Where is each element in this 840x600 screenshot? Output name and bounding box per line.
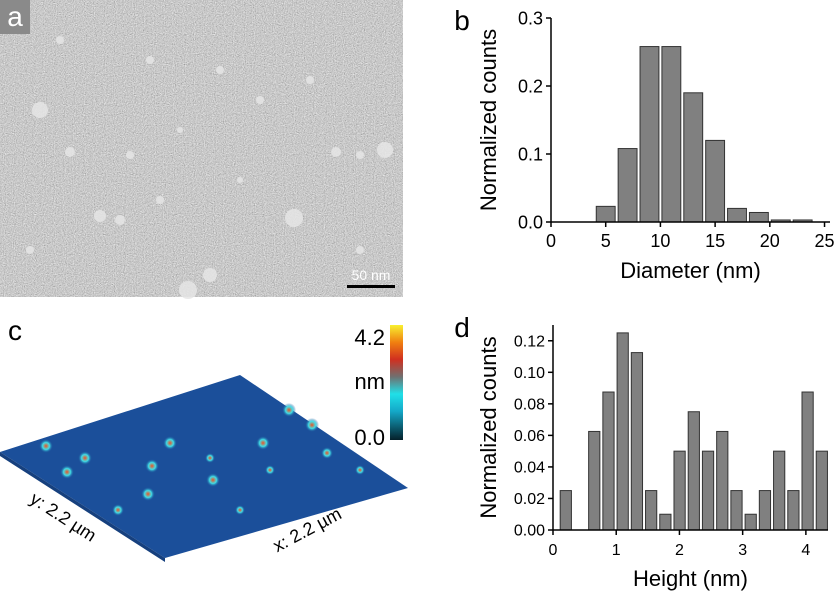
colorbar-min: 0.0 — [354, 425, 385, 450]
bar — [773, 450, 786, 531]
x-tick-label: 0 — [546, 231, 556, 251]
bar — [639, 46, 660, 223]
bar — [758, 490, 772, 531]
scale-bar-label: 50 nm — [352, 267, 391, 283]
colorbar-max: 4.2 — [354, 325, 385, 350]
bar — [659, 513, 672, 531]
afm-image: c 4.2 nm 0.0 y: 2.2 µm x: 2.2 µm — [0, 315, 408, 562]
bar — [616, 332, 629, 531]
tem-texture — [0, 0, 403, 297]
bar — [727, 207, 747, 223]
x-tick-label: 2 — [675, 542, 684, 559]
panel-label: b — [454, 5, 470, 36]
x-tick-label: 20 — [760, 231, 780, 251]
y-tick-label: 0.06 — [514, 428, 545, 445]
label-box — [0, 0, 30, 34]
panel-label: d — [454, 312, 470, 343]
bar — [588, 430, 601, 531]
tem-image: a 50 nm — [0, 0, 403, 299]
y-tick-label: 0.0 — [518, 212, 543, 232]
y-tick-label: 0.02 — [514, 491, 545, 508]
scale-bar — [347, 285, 395, 288]
bar — [661, 46, 682, 223]
bar — [744, 513, 757, 531]
y-tick-label: 0.00 — [514, 523, 545, 540]
bar — [683, 92, 704, 223]
x-tick-label: 4 — [801, 542, 810, 559]
x-axis-label: Diameter (nm) — [620, 258, 761, 283]
y-tick-label: 0.3 — [518, 8, 543, 28]
bar — [602, 391, 615, 531]
x-tick-label: 5 — [601, 231, 611, 251]
y-tick-label: 0.08 — [514, 396, 545, 413]
bar — [595, 205, 616, 223]
bar — [645, 490, 658, 531]
y-axis-label: Normalized counts — [476, 29, 501, 211]
y-tick-label: 0.12 — [514, 333, 545, 350]
bar — [630, 352, 644, 531]
x-tick-label: 25 — [815, 231, 835, 251]
bar — [748, 211, 769, 223]
bar — [815, 450, 828, 531]
bar — [787, 490, 800, 531]
panel-label: c — [8, 315, 22, 346]
bar — [716, 430, 729, 531]
bar — [730, 490, 743, 531]
bar — [705, 139, 726, 223]
x-tick-label: 0 — [549, 542, 558, 559]
x-axis-label: Height (nm) — [633, 566, 748, 591]
x-tick-label: 3 — [738, 542, 747, 559]
x-tick-label: 1 — [612, 542, 621, 559]
x-tick-label: 15 — [705, 231, 725, 251]
panel-label: a — [7, 1, 23, 32]
y-axis-label: Normalized counts — [476, 336, 501, 518]
bar — [559, 490, 572, 531]
colorbar-unit: nm — [354, 369, 385, 394]
y-tick-label: 0.10 — [514, 365, 545, 382]
afm-peaks — [39, 403, 365, 516]
y-tick-label: 0.2 — [518, 76, 543, 96]
y-tick-label: 0.04 — [514, 460, 545, 477]
bar — [701, 450, 715, 531]
x-tick-label: 10 — [650, 231, 670, 251]
afm-edge — [0, 452, 165, 562]
colorbar — [390, 325, 403, 440]
afm-surface — [0, 375, 408, 558]
particles — [26, 36, 393, 299]
bar — [801, 391, 814, 531]
bar — [687, 411, 700, 531]
y-tick-label: 0.1 — [518, 144, 543, 164]
bar — [617, 148, 638, 223]
bar — [673, 450, 686, 531]
